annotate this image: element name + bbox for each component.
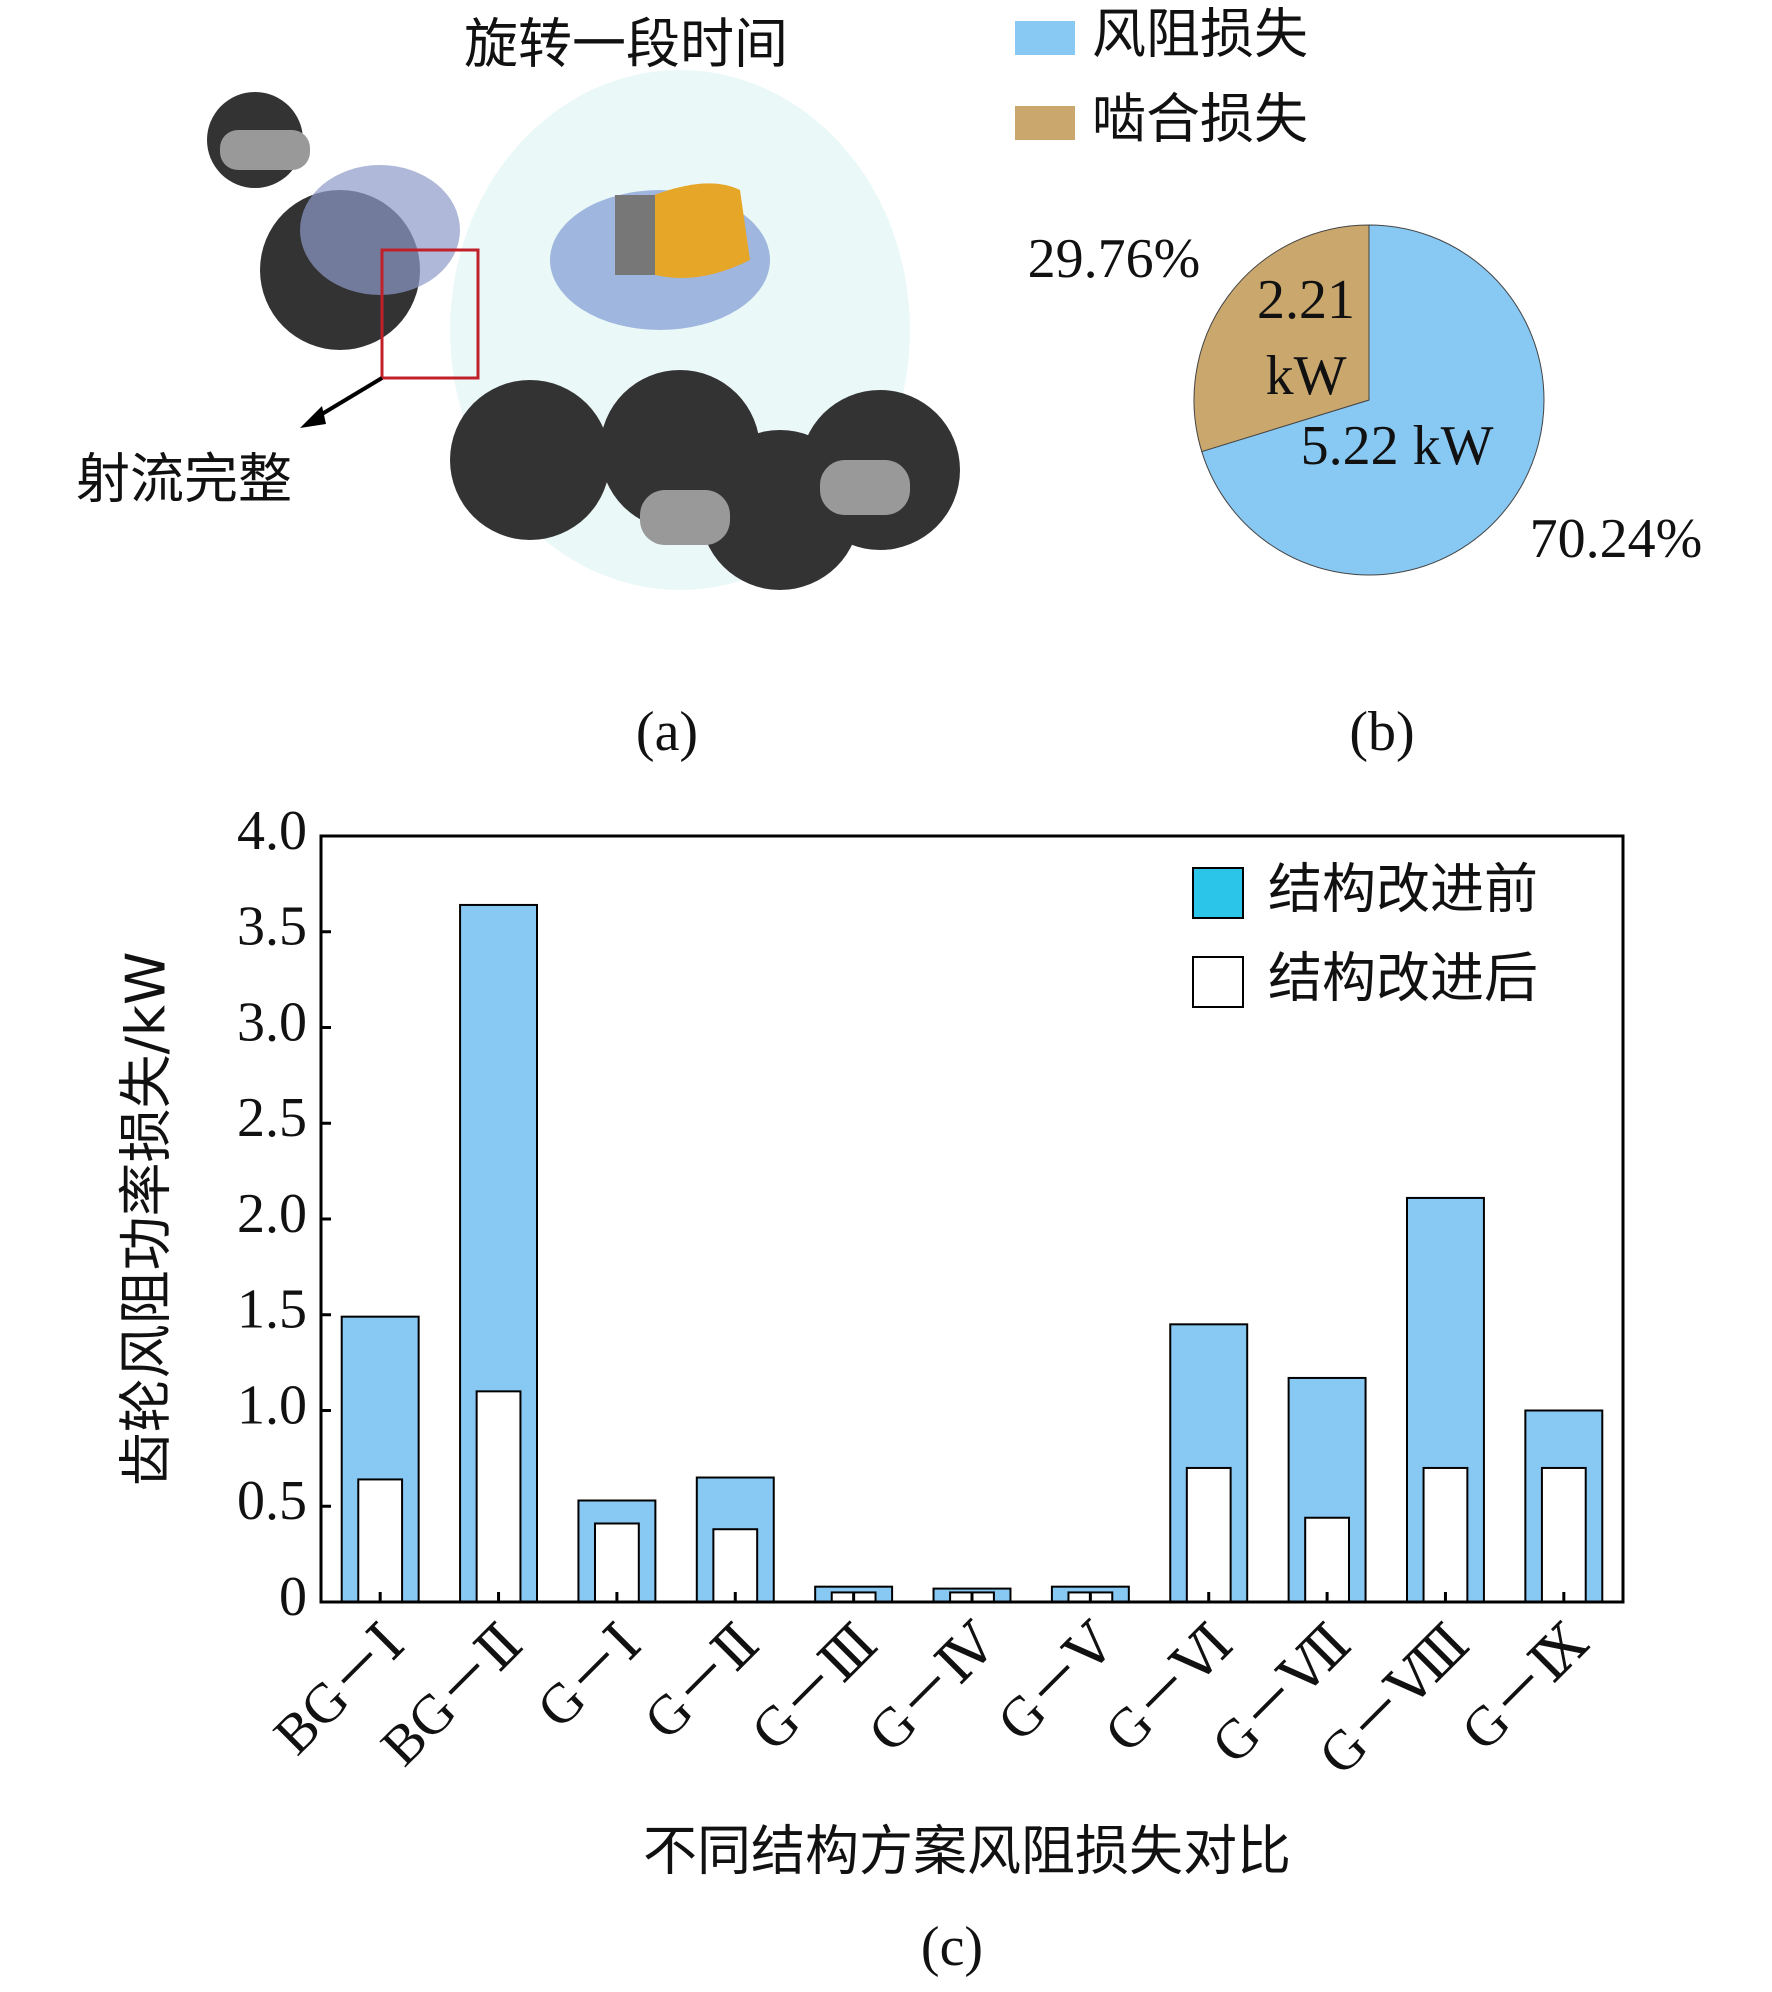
y-tick-label: 0	[279, 1566, 307, 1628]
legend-label: 啮合损失	[1092, 88, 1308, 151]
arrowhead	[300, 406, 326, 428]
legend-label: 风阻损失	[1092, 3, 1308, 66]
y-tick-label: 3.5	[237, 896, 307, 958]
caption: (a)	[636, 701, 698, 763]
figure-a-annotation: 射流完整	[76, 448, 292, 511]
pie-power-label: 2.21 kW	[1257, 269, 1355, 407]
bar	[1304, 1516, 1350, 1603]
x-tick-label: G－Ⅰ	[526, 1612, 654, 1740]
pie-percent-label: 29.76%	[1028, 228, 1201, 290]
figure-a-title: 旋转一段时间	[464, 13, 788, 76]
arrow	[310, 376, 384, 422]
shaft	[640, 490, 730, 545]
pie-percent-label: 70.24%	[1530, 508, 1703, 570]
x-tick-label: G－Ⅸ	[1450, 1612, 1600, 1762]
pie-power-label: 5.22 kW	[1301, 415, 1494, 477]
y-tick-label: 0.5	[237, 1470, 307, 1532]
bar	[1422, 1466, 1469, 1603]
legend-swatch	[1192, 956, 1244, 1008]
gear	[450, 380, 610, 540]
y-tick-label: 1.5	[237, 1279, 307, 1341]
x-tick-label: G－Ⅲ	[740, 1612, 890, 1762]
shaft	[820, 460, 910, 515]
x-axis-title: 不同结构方案风阻损失对比	[643, 1820, 1291, 1883]
x-tick-label: G－Ⅳ	[857, 1612, 1009, 1764]
highlight-box	[380, 248, 480, 380]
y-tick-label: 4.0	[237, 800, 307, 862]
bar	[357, 1478, 404, 1603]
legend-swatch	[1192, 867, 1244, 919]
gear-cover	[300, 165, 460, 295]
legend-swatch	[1015, 21, 1075, 55]
legend-label: 结构改进前	[1268, 858, 1538, 921]
legend-swatch	[1015, 106, 1075, 140]
bar	[1540, 1466, 1587, 1603]
gear-illustration	[207, 70, 960, 590]
bar	[475, 1390, 522, 1603]
pie-slice	[1193, 224, 1370, 453]
y-tick-label: 3.0	[237, 991, 307, 1053]
shaft	[615, 195, 655, 275]
y-tick-label: 2.5	[237, 1087, 307, 1149]
shaft	[220, 130, 310, 170]
caption: (c)	[921, 1916, 983, 1978]
pie-slice	[1201, 224, 1545, 576]
bar	[594, 1522, 640, 1603]
y-axis-title: 齿轮风阻功率损失/kW	[115, 952, 178, 1487]
caption: (b)	[1349, 701, 1414, 763]
bar	[1185, 1466, 1232, 1603]
legend-label: 结构改进后	[1268, 947, 1538, 1010]
plot-frame	[319, 834, 1625, 1604]
y-tick-label: 2.0	[237, 1183, 307, 1245]
bar	[712, 1528, 759, 1603]
pie-power-label-box: 2.21 kW	[1257, 269, 1355, 407]
y-tick-label: 1.0	[237, 1374, 307, 1436]
